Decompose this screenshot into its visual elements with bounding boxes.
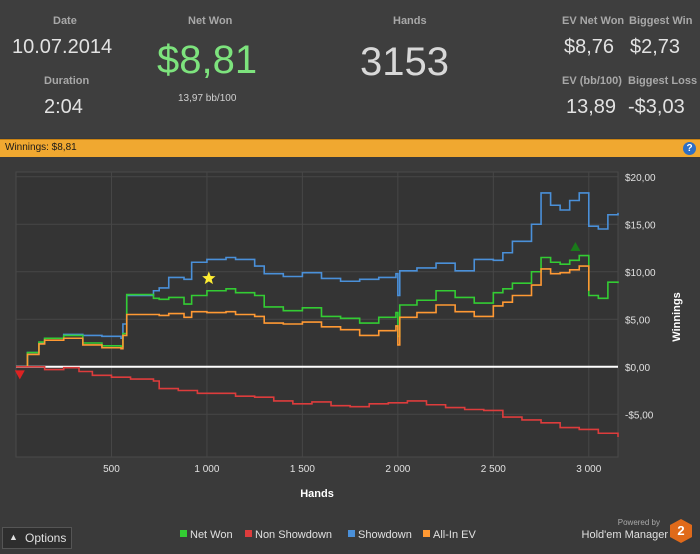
net-won-value: $8,81 [157,38,258,82]
ev-bb-value: 13,89 [566,96,617,118]
biggest-loss-value: -$3,03 [628,96,685,118]
x-tick-label: 1 000 [194,464,219,475]
x-tick-label: 2 500 [481,464,506,475]
x-axis-label: Hands [300,488,334,500]
all-in-ev-swatch [423,530,430,537]
ev-net-won-label: EV Net Won [562,15,625,27]
star-marker [202,271,216,285]
y-tick-label: $20,00 [625,173,656,184]
non-showdown-swatch [245,530,252,537]
chart-legend: Net Won Non Showdown Showdown All-In EV [0,529,700,545]
y-tick-label: $0,00 [625,363,650,374]
hands-label: Hands [393,15,427,27]
y-tick-label: -$5,00 [625,410,654,421]
series-line-non-showdown [16,365,619,438]
options-label: Options [25,531,67,545]
options-button[interactable]: ▲ Options [2,527,72,549]
x-tick-label: 2 000 [385,464,410,475]
x-tick-label: 3 000 [576,464,601,475]
help-icon[interactable]: ? [683,142,696,155]
bb-per-100: 13,97 bb/100 [178,93,237,104]
winnings-text: Winnings: $8,81 [5,142,77,153]
series-layer [16,192,619,438]
legend-label: All-In EV [433,529,476,541]
legend-item-showdown[interactable]: Showdown [348,529,412,541]
winnings-chart: 500 1 000 1 500 2 000 2 500 3 000 -$5,00 $0,00 $… [0,157,700,527]
biggest-win-value: $2,73 [630,36,681,58]
legend-label: Non Showdown [255,529,333,541]
chart-svg: 500 1 000 1 500 2 000 2 500 3 000 -$5,00 $0,00 $… [14,171,683,500]
y-axis-label: Winnings [671,292,683,341]
winnings-bar: Winnings: $8,81 ? [0,139,700,158]
legend-label: Net Won [190,529,233,541]
lowest-point-marker [14,370,25,380]
date-label: Date [53,15,77,27]
legend-label: Showdown [358,529,412,541]
grid [16,172,618,457]
legend-item-net-won[interactable]: Net Won [180,529,233,541]
stats-header: Date 10.07.2014 Duration 2:04 Net Won $8… [0,0,700,138]
plot-area [15,171,619,458]
duration-label: Duration [44,75,90,87]
biggest-win-label: Biggest Win [629,15,693,27]
ev-net-won-value: $8,76 [564,36,615,58]
y-tick-label: $10,00 [625,268,656,279]
y-tick-label: $15,00 [625,220,656,231]
series-line-all-in-ev [16,265,590,368]
x-tick-label: 1 500 [290,464,315,475]
duration-value: 2:04 [44,96,83,118]
legend-item-non-showdown[interactable]: Non Showdown [245,529,332,541]
highest-point-marker [570,242,581,252]
showdown-swatch [348,530,355,537]
hem2-logo-icon: 2 [670,519,692,543]
powered-by-text: Powered by [617,518,660,527]
markers [14,242,581,380]
net-won-swatch [180,530,187,537]
biggest-loss-label: Biggest Loss [628,75,698,87]
x-tick-label: 500 [103,464,120,475]
triangle-up-icon: ▲ [9,532,18,542]
hands-value: 3153 [360,40,449,84]
legend-item-all-in-ev[interactable]: All-In EV [423,529,476,541]
date-value: 10.07.2014 [12,36,113,58]
net-won-label: Net Won [188,15,233,27]
ev-bb-label: EV (bb/100) [562,75,622,87]
axes: 500 1 000 1 500 2 000 2 500 3 000 -$5,00 $0,00 $… [103,173,656,475]
brand-name: Hold'em Manager [581,529,668,541]
y-tick-label: $5,00 [625,315,650,326]
